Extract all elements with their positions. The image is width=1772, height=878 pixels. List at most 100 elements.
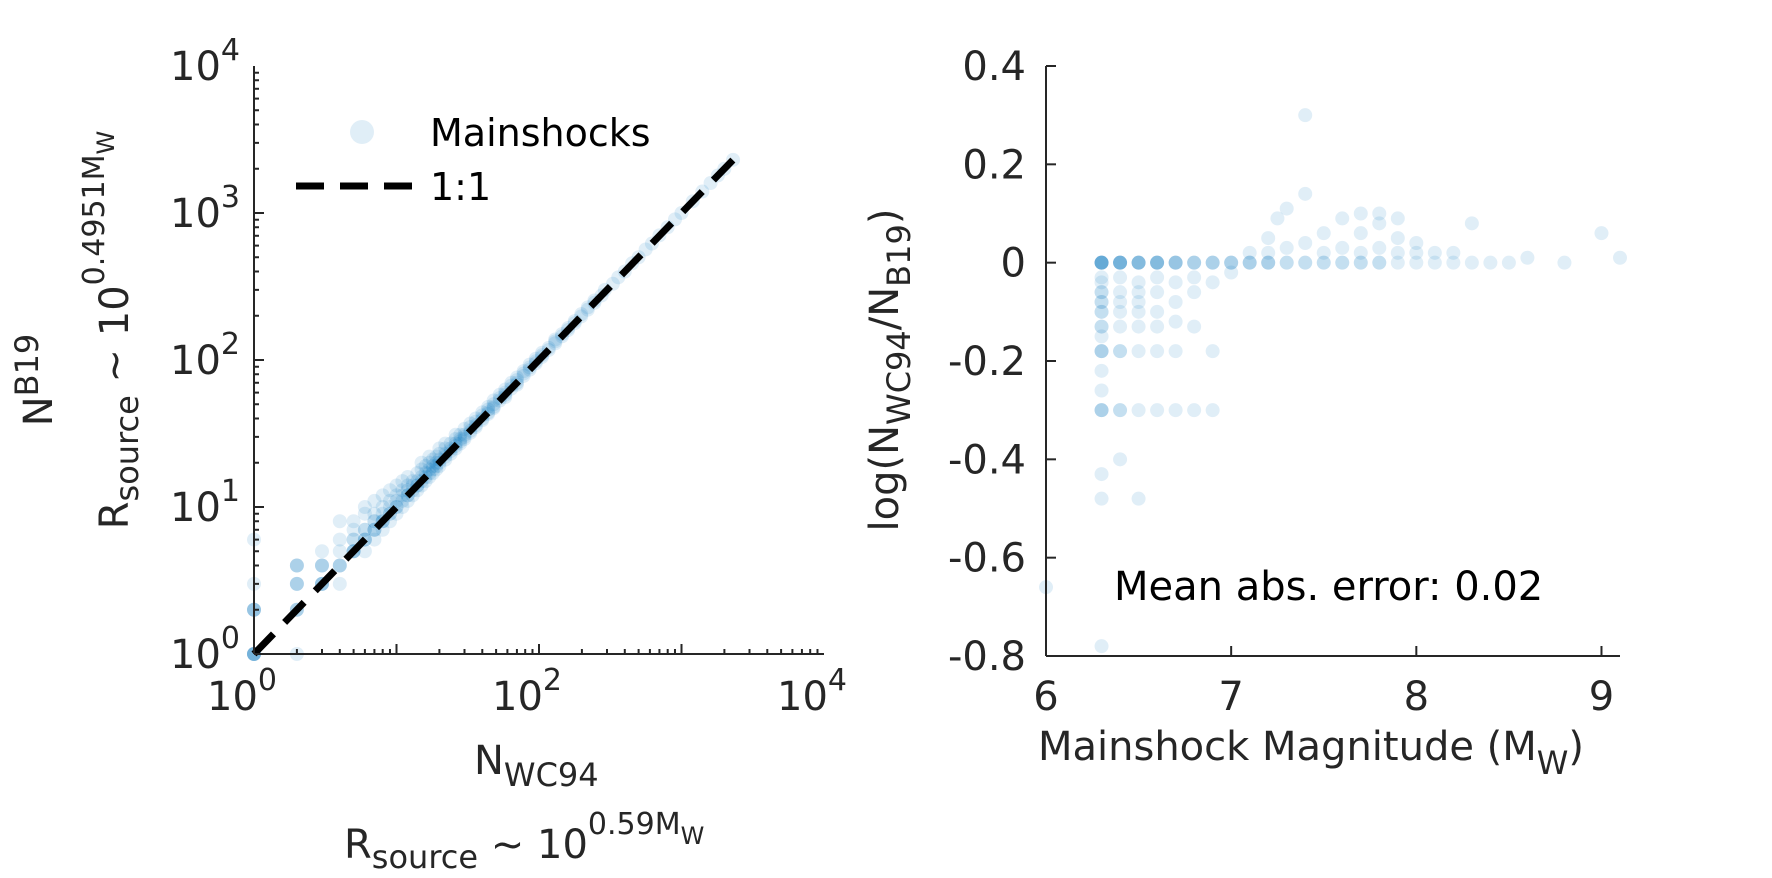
data-point [422, 455, 437, 470]
data-point [1187, 255, 1202, 270]
data-point [1372, 240, 1387, 255]
data-point [1242, 245, 1257, 260]
left-x-label-r: R [344, 822, 372, 868]
data-point [1335, 211, 1350, 226]
legend-label-mainshocks: Mainshocks [430, 111, 651, 155]
data-point [1224, 265, 1239, 280]
data-point [289, 558, 304, 573]
data-point [1131, 275, 1146, 290]
right-y-label-sub2: B19 [880, 224, 918, 287]
data-point [1113, 452, 1128, 467]
data-point [1427, 245, 1442, 260]
data-point [481, 399, 496, 414]
data-point [1094, 275, 1109, 290]
left-y-tick-label: 101 [170, 474, 240, 531]
data-point [1094, 329, 1109, 344]
left-y-tick-label: 102 [170, 327, 240, 384]
data-point [1150, 270, 1165, 285]
data-point [367, 506, 382, 521]
data-point [1113, 319, 1128, 334]
left-axes [253, 66, 824, 655]
data-point [1224, 255, 1239, 270]
data-point [389, 478, 404, 493]
data-point [1113, 295, 1128, 309]
data-point [1094, 295, 1109, 309]
left-y-label-sup: 0.4951M [77, 154, 112, 285]
data-point [1279, 240, 1294, 255]
data-point [1261, 255, 1276, 270]
right-x-label-sub: W [1537, 744, 1569, 782]
data-point [1113, 403, 1128, 418]
data-point [367, 493, 382, 508]
data-point [400, 469, 415, 484]
data-point [332, 558, 347, 573]
right-y-tick-label: 0.4 [962, 44, 1026, 90]
left-x-label-n: N [474, 738, 504, 784]
data-point [289, 576, 304, 591]
data-point [375, 500, 390, 514]
data-point [1335, 255, 1350, 270]
data-point [1372, 206, 1387, 221]
data-point [1094, 363, 1109, 378]
data-point [332, 544, 347, 559]
right-y-label-end: ) [862, 209, 908, 225]
data-point [1131, 319, 1146, 334]
data-point [1270, 211, 1285, 226]
data-point [1094, 403, 1109, 418]
data-point [1168, 255, 1183, 270]
data-point [332, 576, 347, 591]
data-point [1168, 344, 1183, 359]
data-point [357, 500, 372, 514]
data-point [1187, 403, 1202, 418]
data-point [1094, 255, 1109, 270]
data-point [422, 449, 437, 464]
data-point [1150, 255, 1165, 270]
left-x-tick-label: 104 [777, 663, 847, 720]
data-point [509, 370, 524, 385]
data-point [289, 558, 304, 573]
data-point [1353, 226, 1368, 241]
data-point [332, 514, 347, 529]
data-point [1150, 255, 1165, 270]
data-point [1113, 255, 1128, 270]
data-point [1168, 403, 1183, 418]
data-point [395, 493, 410, 508]
data-point [1131, 255, 1146, 270]
data-point [1390, 255, 1405, 270]
data-point [1205, 275, 1220, 290]
data-point [400, 493, 415, 508]
left-x-label-line2: Rsource ~ 100.59MW [344, 807, 704, 876]
data-point [1113, 255, 1128, 270]
data-point [1094, 403, 1109, 418]
data-point [1187, 255, 1202, 270]
left-x-label-mid: ~ 10 [478, 822, 588, 868]
data-point [1261, 255, 1276, 270]
right-x-label: Mainshock Magnitude (MW) [1038, 724, 1584, 782]
data-point [314, 544, 329, 559]
data-point [1131, 255, 1146, 270]
data-point [1094, 295, 1109, 309]
data-point [395, 488, 410, 503]
left-x-label-supsub: W [681, 822, 705, 850]
data-point [395, 500, 410, 514]
data-point [1316, 226, 1331, 241]
data-point [667, 212, 682, 227]
data-point [1131, 304, 1146, 319]
data-point [1150, 304, 1165, 319]
data-point [1168, 255, 1183, 270]
left-y-tick-label: 100 [170, 621, 240, 678]
data-point [1390, 211, 1405, 226]
data-point [1094, 403, 1109, 418]
data-point [395, 474, 410, 489]
data-point [1131, 403, 1146, 418]
left-y-label-n: N [16, 396, 62, 426]
data-point [1094, 639, 1109, 654]
data-point [1187, 255, 1202, 270]
data-point [1316, 255, 1331, 270]
right-y-label: log(NWC94/NB19) [862, 209, 918, 532]
data-point [1094, 304, 1109, 319]
data-point [1298, 255, 1313, 270]
data-point [1464, 216, 1479, 231]
data-point [1094, 491, 1109, 506]
data-point [425, 466, 440, 481]
